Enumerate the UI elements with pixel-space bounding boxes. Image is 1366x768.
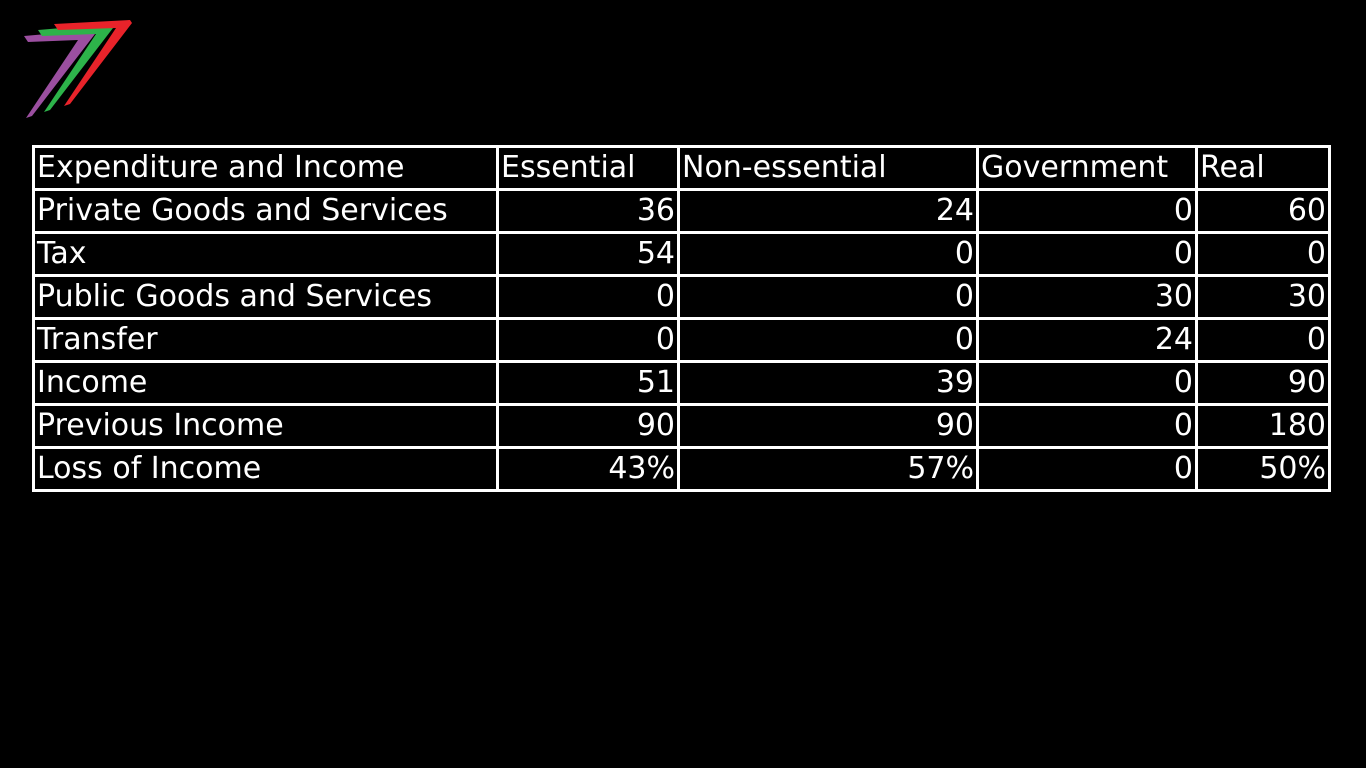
table-row: Income 51 39 0 90 (32, 360, 1331, 406)
cell-value: 60 (1195, 188, 1331, 234)
cell-value: 36 (496, 188, 680, 234)
cell-value: 90 (677, 403, 979, 449)
row-label: Transfer (32, 317, 499, 363)
cell-value: 0 (1195, 317, 1331, 363)
cell-value: 57% (677, 446, 979, 492)
logo-purple-stripe (24, 30, 95, 118)
cell-value: 0 (677, 231, 979, 277)
table-row: Previous Income 90 90 0 180 (32, 403, 1331, 449)
cell-value: 43% (496, 446, 680, 492)
cell-value: 180 (1195, 403, 1331, 449)
cell-value: 90 (496, 403, 680, 449)
row-label: Previous Income (32, 403, 499, 449)
row-label: Tax (32, 231, 499, 277)
cell-value: 30 (976, 274, 1198, 320)
row-label: Income (32, 360, 499, 406)
seven-logo-icon (24, 20, 132, 118)
table-row: Private Goods and Services 36 24 0 60 (32, 188, 1331, 234)
header-cell: Expenditure and Income (32, 145, 499, 191)
cell-value: 39 (677, 360, 979, 406)
row-label: Loss of Income (32, 446, 499, 492)
cell-value: 0 (677, 317, 979, 363)
logo-green-stripe (38, 24, 113, 112)
cell-value: 51 (496, 360, 680, 406)
cell-value: 0 (1195, 231, 1331, 277)
cell-value: 0 (976, 231, 1198, 277)
table-row: Tax 54 0 0 0 (32, 231, 1331, 277)
table-row: Transfer 0 0 24 0 (32, 317, 1331, 363)
cell-value: 0 (496, 274, 680, 320)
header-cell: Government (976, 145, 1198, 191)
cell-value: 0 (496, 317, 680, 363)
cell-value: 24 (976, 317, 1198, 363)
cell-value: 90 (1195, 360, 1331, 406)
cell-value: 54 (496, 231, 680, 277)
cell-value: 0 (976, 446, 1198, 492)
cell-value: 0 (677, 274, 979, 320)
cell-value: 0 (976, 188, 1198, 234)
cell-value: 50% (1195, 446, 1331, 492)
cell-value: 0 (976, 360, 1198, 406)
table-header-row: Expenditure and Income Essential Non-ess… (32, 145, 1331, 191)
header-cell: Real (1195, 145, 1331, 191)
cell-value: 24 (677, 188, 979, 234)
table-row: Public Goods and Services 0 0 30 30 (32, 274, 1331, 320)
table-row: Loss of Income 43% 57% 0 50% (32, 446, 1331, 492)
header-cell: Non-essential (677, 145, 979, 191)
header-cell: Essential (496, 145, 680, 191)
expenditure-income-table: Expenditure and Income Essential Non-ess… (32, 145, 1331, 492)
cell-value: 0 (976, 403, 1198, 449)
row-label: Public Goods and Services (32, 274, 499, 320)
logo-red-stripe (54, 20, 132, 106)
cell-value: 30 (1195, 274, 1331, 320)
row-label: Private Goods and Services (32, 188, 499, 234)
